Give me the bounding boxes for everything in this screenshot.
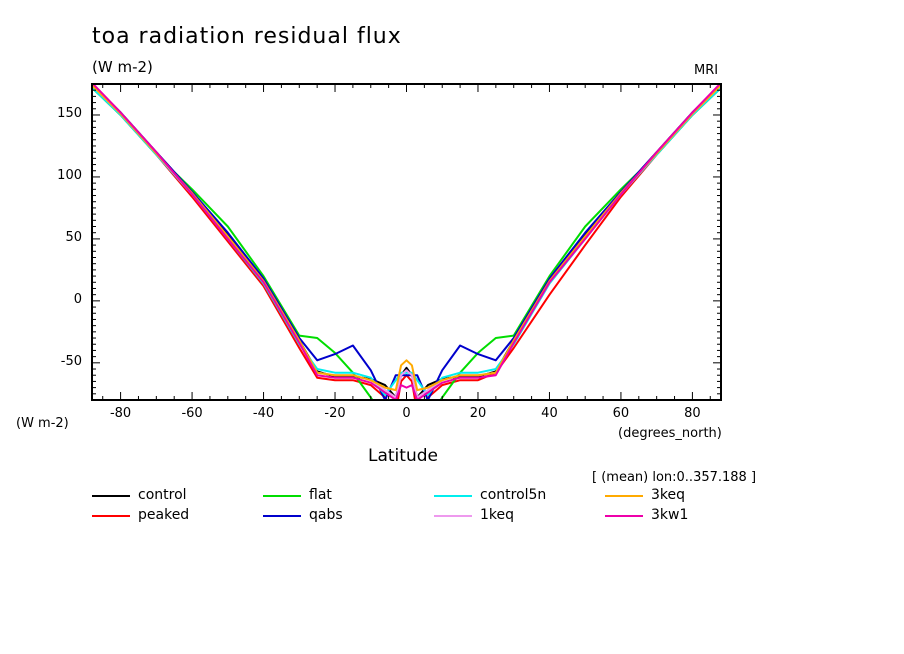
x-tick-label: -80 <box>109 406 132 421</box>
series-line-peaked <box>92 86 721 400</box>
series-line-control5n <box>92 86 721 396</box>
x-tick-label: 60 <box>612 406 630 421</box>
legend-label: flat <box>309 487 332 503</box>
chart-title: toa radiation residual flux <box>92 24 402 49</box>
x-tick-label: -60 <box>181 406 203 421</box>
x-units-label: (degrees_north) <box>618 426 722 441</box>
series-line-1keq <box>92 84 721 399</box>
series-line-3kw1 <box>92 84 721 400</box>
series-line-flat <box>92 86 721 400</box>
legend-label: control5n <box>480 487 547 503</box>
source-label: MRI <box>694 63 719 78</box>
y-tick-label: 0 <box>73 291 82 307</box>
series-line-3keq <box>92 84 721 392</box>
legend-swatch <box>434 495 472 497</box>
x-tick-label: -20 <box>324 406 346 421</box>
series-layer <box>92 84 721 400</box>
legend-swatch <box>434 515 472 517</box>
legend-swatch <box>92 515 130 517</box>
legend-label: control <box>138 487 187 503</box>
units-label-top: (W m-2) <box>92 58 153 76</box>
legend-swatch <box>605 495 643 497</box>
series-line-control <box>92 84 721 399</box>
y-tick-label: -50 <box>60 353 82 369</box>
series-line-qabs <box>92 84 721 400</box>
legend-swatch <box>605 515 643 517</box>
x-axis-label: Latitude <box>368 446 438 466</box>
legend-label: 3kw1 <box>651 507 689 523</box>
mean-note: [ (mean) lon:0..357.188 ] <box>592 470 757 485</box>
legend-label: 3keq <box>651 487 686 503</box>
tick-layer <box>92 84 721 400</box>
legend-swatch <box>92 495 130 497</box>
legend-label: qabs <box>309 507 343 523</box>
legend-swatch <box>263 515 301 517</box>
x-tick-label: 20 <box>469 406 487 421</box>
x-tick-label: 0 <box>402 406 411 421</box>
x-tick-label: 80 <box>684 406 701 421</box>
plot-frame <box>91 83 722 401</box>
y-tick-label: 150 <box>57 105 82 121</box>
y-tick-label: 100 <box>57 167 82 183</box>
legend-label: 1keq <box>480 507 515 523</box>
y-tick-label: 50 <box>65 229 82 245</box>
legend-swatch <box>263 495 301 497</box>
x-tick-label: -40 <box>252 406 275 421</box>
legend-label: peaked <box>138 507 190 523</box>
x-tick-label: 40 <box>541 406 558 421</box>
units-label-axis: (W m-2) <box>16 416 69 431</box>
